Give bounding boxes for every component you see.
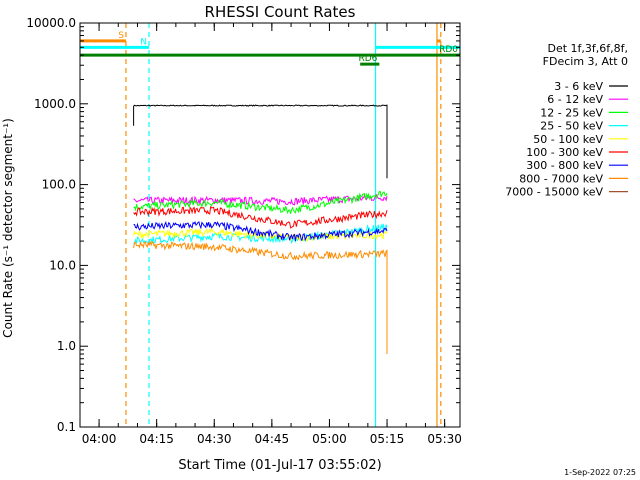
- series-line: [133, 240, 388, 354]
- legend-entry-label: 300 - 800 keV: [526, 159, 603, 172]
- plot-frame: [79, 22, 461, 428]
- footer-timestamp: 1-Sep-2022 07:25: [564, 468, 636, 477]
- legend-entry-label: 3 - 6 keV: [554, 80, 603, 93]
- legend-entry-label: 12 - 25 keV: [540, 106, 603, 119]
- x-tick-label: 04:00: [82, 432, 117, 446]
- axes: 0.1 1.0 10.0 100.0 1000.0 10000.0 04:00 04:15 04…: [26, 16, 462, 446]
- x-tick-label: 05:00: [312, 432, 347, 446]
- series-line: [133, 223, 388, 245]
- y-tick-label: 0.1: [57, 420, 76, 434]
- series-line: [133, 205, 388, 229]
- legend-entry-label: 6 - 12 keV: [547, 93, 603, 106]
- chart-title: RHESSI Count Rates: [205, 3, 356, 21]
- flag-label: RD0: [439, 45, 458, 55]
- series-line: [133, 193, 388, 206]
- y-tick-label: 1.0: [57, 339, 76, 353]
- legend-entry-label: 7000 - 15000 keV: [505, 186, 603, 199]
- y-tick-label: 10.0: [49, 258, 76, 272]
- legend-header: Det 1f,3f,6f,8f,: [547, 42, 628, 55]
- y-tick-label: 100.0: [42, 178, 76, 192]
- flag-label: RD6: [358, 54, 377, 64]
- legend-entry-label: 50 - 100 keV: [533, 133, 603, 146]
- legend-header: FDecim 3, Att 0: [543, 55, 628, 68]
- series-line: [133, 104, 388, 179]
- series-lines: [133, 104, 388, 354]
- y-tick-label: 10000.0: [26, 16, 76, 30]
- x-tick-label: 04:15: [139, 432, 174, 446]
- flag-label: S: [118, 31, 124, 41]
- x-tick-label: 05:30: [427, 432, 462, 446]
- series-line: [133, 190, 388, 215]
- legend: Det 1f,3f,6f,8f,FDecim 3, Att 0 3 - 6 keV…: [505, 42, 628, 199]
- x-tick-label: 04:45: [255, 432, 290, 446]
- x-tick-label: 05:15: [370, 432, 405, 446]
- legend-entry-label: 800 - 7000 keV: [519, 172, 603, 185]
- y-tick-label: 1000.0: [34, 97, 76, 111]
- y-axis-label: Count Rate (s⁻¹ detector segment⁻¹): [1, 118, 15, 338]
- series-line: [133, 220, 388, 242]
- x-tick-label: 04:30: [197, 432, 232, 446]
- flag-label: N: [140, 37, 147, 47]
- legend-entry-label: 100 - 300 keV: [526, 146, 603, 159]
- legend-entry-label: 25 - 50 keV: [540, 120, 603, 133]
- x-axis-label: Start Time (01-Jul-17 03:55:02): [178, 458, 381, 473]
